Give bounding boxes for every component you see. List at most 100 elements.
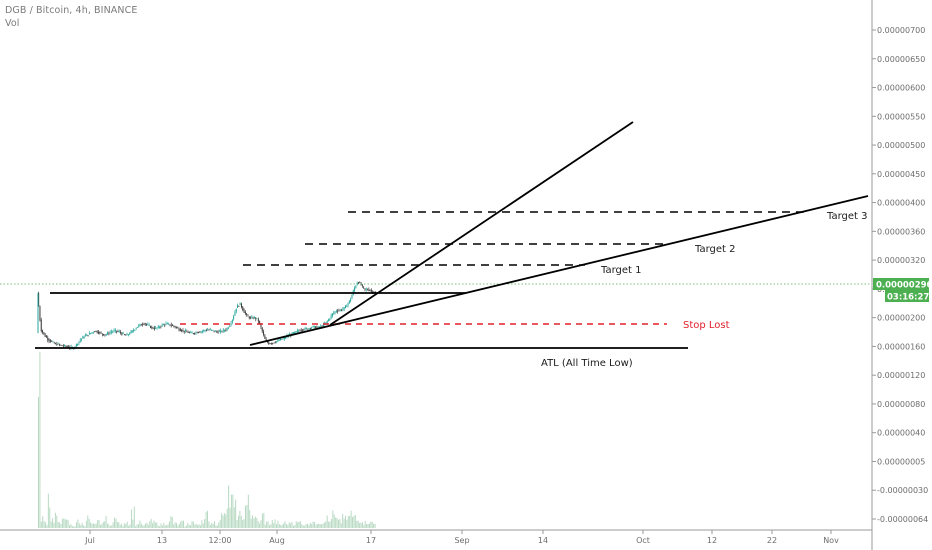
time-tick-label: 17 (366, 536, 376, 545)
candle-body (328, 319, 330, 322)
candle-body (43, 332, 45, 335)
volume-bar (374, 523, 376, 528)
candle-body (48, 339, 50, 341)
candle-body (39, 306, 41, 321)
volume-bar (287, 525, 289, 528)
volume-bar (105, 516, 107, 528)
volume-bar (274, 519, 276, 528)
candle-body (260, 324, 262, 328)
volume-bar (188, 524, 190, 528)
volume-bar (357, 520, 359, 528)
candle-body (343, 307, 345, 310)
candle-body (122, 333, 124, 335)
volume-bar (288, 522, 290, 528)
candle-body (315, 326, 317, 328)
candle-body (256, 318, 258, 320)
candle-body (38, 293, 40, 307)
candle-body (81, 338, 83, 340)
candle-body (45, 336, 47, 338)
candle-body (270, 343, 272, 344)
candle-body (264, 335, 266, 339)
volume-bar (142, 525, 144, 528)
candle-body (276, 341, 278, 343)
candle-body (369, 289, 371, 291)
volume-bar (250, 518, 252, 528)
time-axis[interactable]: Jul 13 12:00 Aug 17 Sep 14 Oct 12 22 Nov (0, 529, 872, 545)
candle-body (94, 331, 96, 333)
candle-body (181, 329, 183, 332)
volume-bar (122, 526, 124, 528)
volume-bar (145, 523, 147, 528)
price-tick-label: 0.00000550 (877, 112, 925, 121)
volume-bar (333, 514, 335, 528)
volume-bar (167, 524, 169, 528)
candle-body (107, 332, 109, 335)
candle-body (361, 284, 363, 286)
candle-body (190, 332, 192, 333)
stop-loss-label: Stop Lost (683, 320, 730, 331)
volume-bar (352, 517, 354, 528)
last-price-value: 0.00000296 (876, 281, 932, 291)
volume-bar (187, 522, 189, 528)
volume-bar (322, 523, 324, 528)
candle-body (299, 330, 301, 332)
candle-body (326, 320, 328, 323)
candle-body (117, 331, 119, 332)
candle-body (91, 332, 93, 334)
volume-bar (129, 524, 131, 528)
volume-bar (301, 524, 303, 528)
candle-body (246, 313, 248, 315)
volume-bar (43, 521, 45, 528)
volume-bar (359, 523, 361, 528)
candle-body (348, 300, 350, 304)
volume-bar (273, 523, 275, 528)
candle-body (367, 289, 369, 291)
volume-bar (283, 523, 285, 528)
candle-body (148, 325, 150, 326)
candle-body (40, 319, 42, 332)
candle-body (350, 299, 352, 302)
volume-bar (92, 523, 94, 528)
volume-bar (230, 494, 232, 528)
rising-trendline[interactable] (249, 195, 869, 346)
volume-bar (154, 522, 156, 528)
volume-bar (204, 519, 206, 528)
candle-body (302, 329, 304, 331)
candle-body (165, 323, 167, 325)
volume-bar (108, 524, 110, 528)
candle-body (338, 310, 340, 312)
candle-body (161, 324, 163, 326)
volume-bar (101, 523, 103, 528)
candle-body (347, 303, 349, 306)
candle-body (194, 333, 196, 334)
volume-bar (59, 522, 61, 528)
volume-bar (290, 523, 292, 528)
candle-body (99, 332, 101, 334)
volume-bar (38, 397, 39, 528)
steep-trendline[interactable] (329, 121, 634, 326)
candle-body (96, 331, 98, 333)
candle-body (153, 327, 155, 330)
candle-body (247, 315, 249, 317)
volume-bar (146, 522, 148, 528)
candle-body (279, 338, 281, 341)
price-axis[interactable]: 0.00000700 0.00000650 0.00000600 0.00000550… (872, 26, 928, 524)
volume-bar (270, 524, 272, 528)
volume-bar (370, 521, 372, 528)
volume-bar (112, 522, 114, 528)
volume-bar (260, 520, 262, 528)
volume-bar (243, 518, 245, 528)
candle-body (182, 330, 184, 332)
volume-bars (38, 351, 376, 528)
volume-bar (184, 526, 186, 528)
candle-body (140, 324, 142, 326)
candle-body (214, 330, 216, 332)
candle-body (357, 282, 359, 284)
candle-body (277, 339, 279, 342)
volume-bar (163, 522, 165, 528)
candle-body (213, 330, 215, 332)
candle-body (251, 316, 253, 319)
candle-body (123, 334, 125, 336)
volume-bar (39, 351, 41, 528)
